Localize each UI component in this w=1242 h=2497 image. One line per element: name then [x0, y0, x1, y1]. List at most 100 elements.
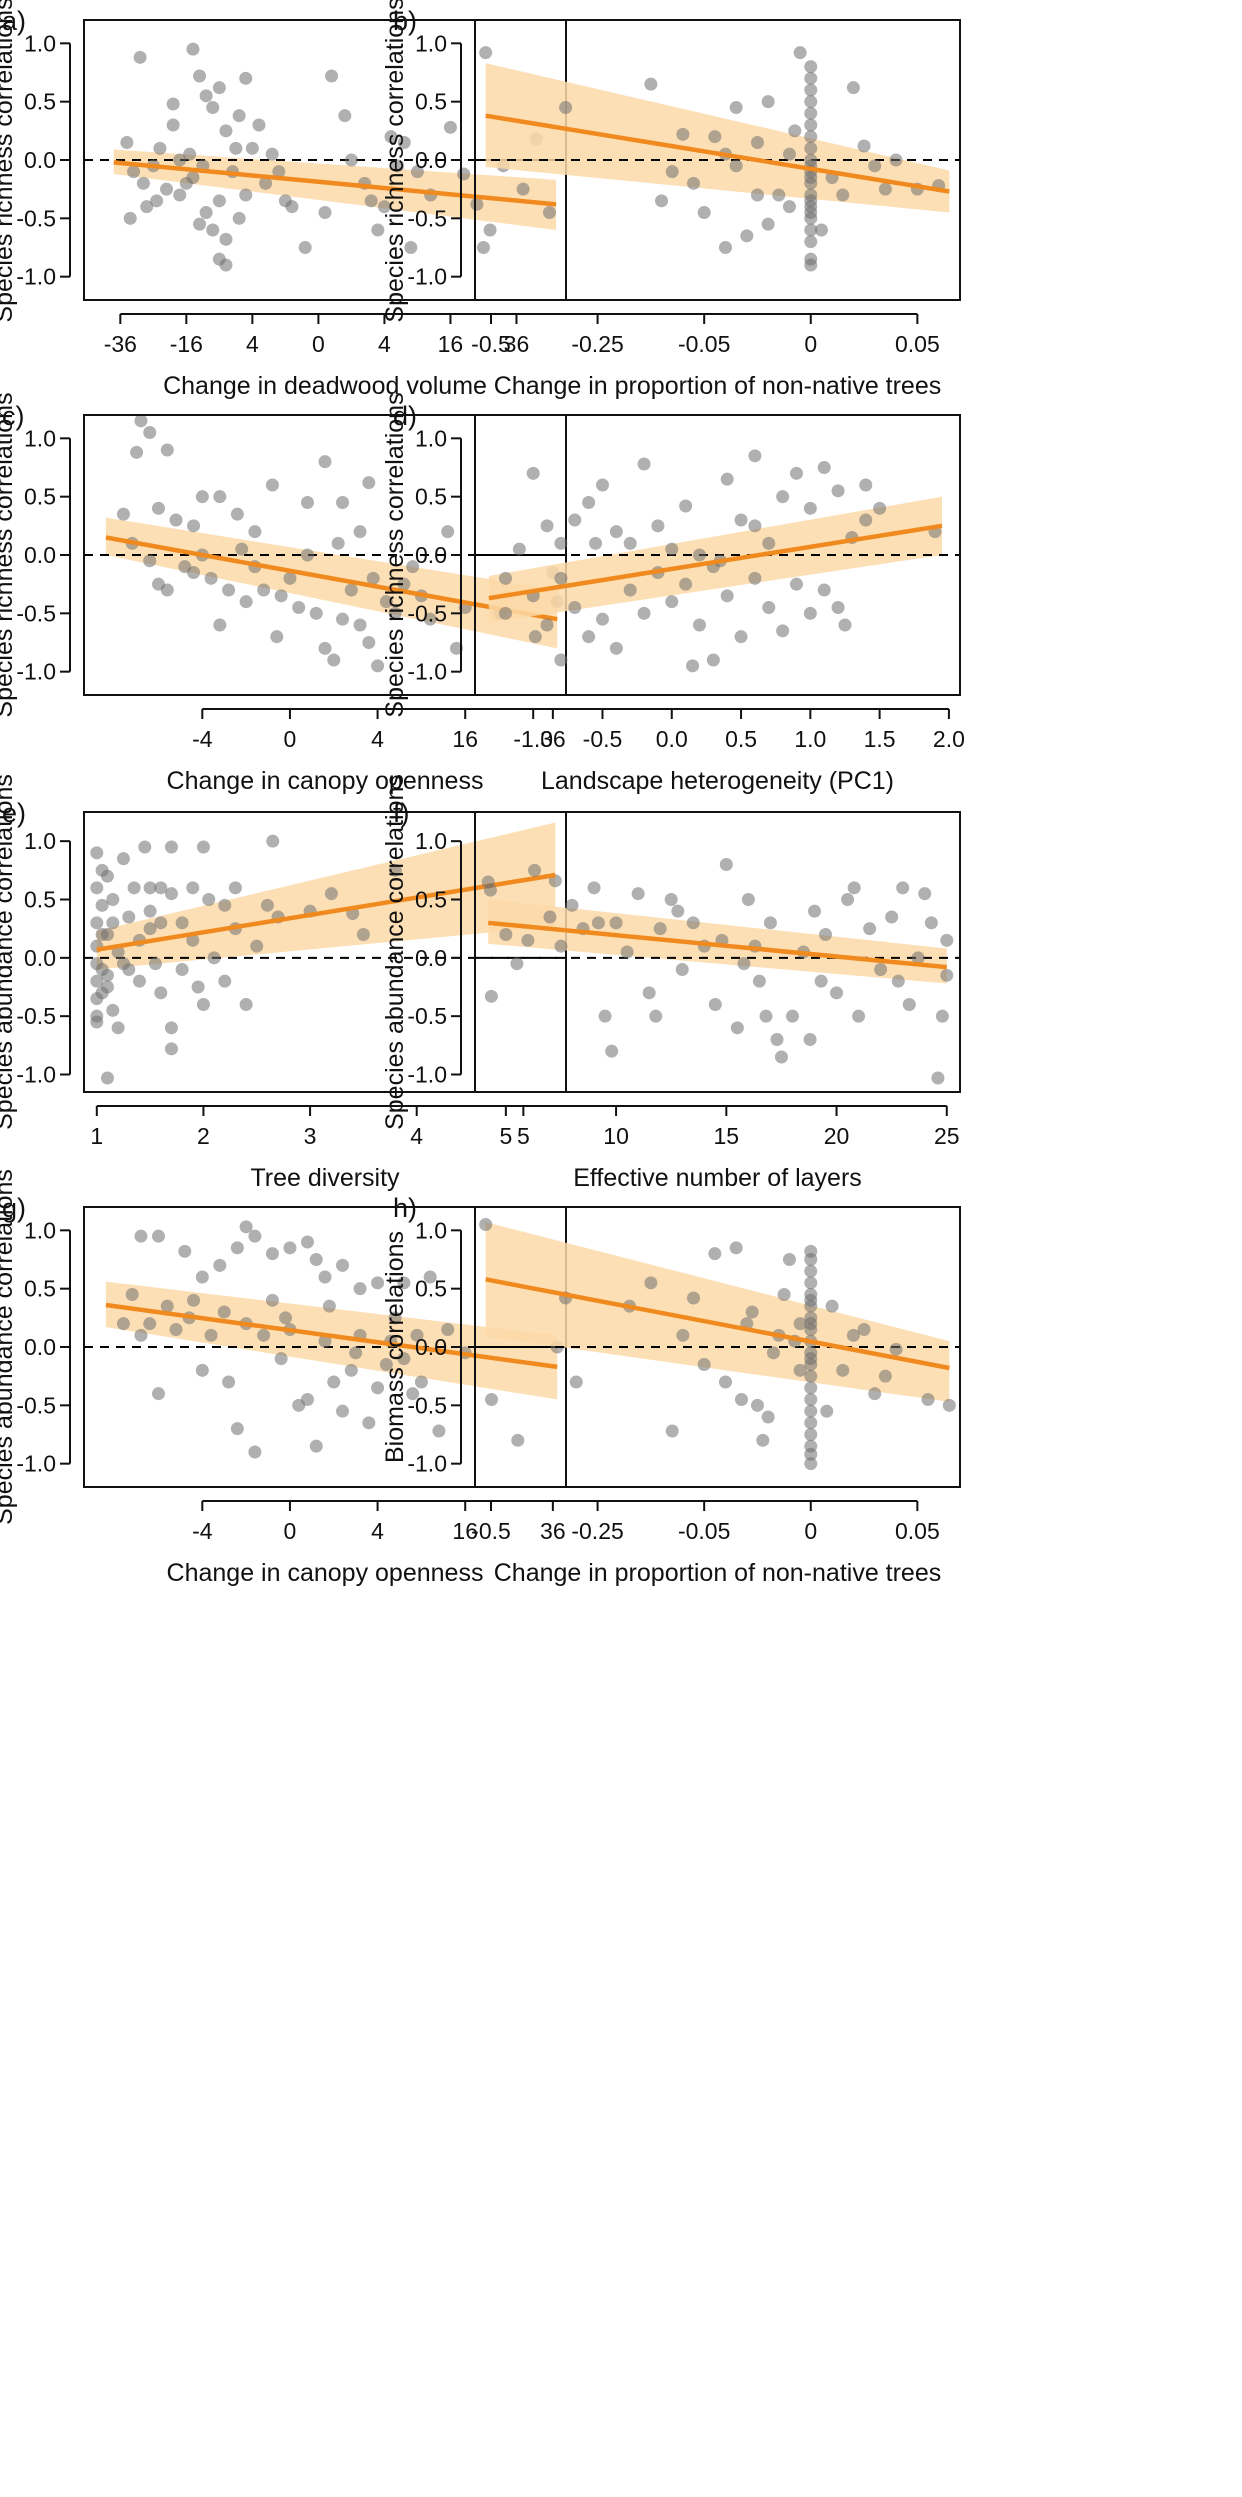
- x-tick-label: 0.5: [725, 726, 757, 752]
- x-tick-label: 5: [499, 1123, 512, 1149]
- y-tick-label: 0.0: [415, 1334, 447, 1360]
- data-point: [730, 1021, 744, 1035]
- panel-label: a): [2, 6, 26, 36]
- y-tick-label: -1.0: [407, 1451, 447, 1477]
- y-tick-label: 0.5: [24, 484, 56, 510]
- data-point: [191, 980, 205, 994]
- y-tick-label: 1.0: [24, 828, 56, 854]
- data-point: [90, 881, 104, 895]
- y-tick-label: 0.0: [24, 945, 56, 971]
- data-point: [808, 904, 821, 918]
- x-tick-label: 36: [540, 1518, 566, 1544]
- plot-frame: [83, 811, 567, 1093]
- data-point: [148, 957, 162, 971]
- data-point: [761, 95, 775, 109]
- regression-line: [96, 872, 556, 952]
- data-point: [582, 496, 596, 509]
- data-point: [140, 200, 154, 214]
- data-point: [230, 1241, 244, 1255]
- x-tick-label: 20: [824, 1123, 850, 1149]
- data-point: [183, 147, 197, 161]
- x-tick-label: -0.5: [471, 1518, 511, 1544]
- data-point: [734, 630, 748, 644]
- data-point: [804, 171, 818, 184]
- data-point: [620, 945, 634, 959]
- data-point: [852, 1009, 866, 1023]
- data-point: [207, 951, 221, 965]
- data-point: [353, 618, 367, 632]
- panel-label: h): [393, 1193, 417, 1223]
- data-point: [169, 513, 183, 527]
- y-tick-label: -0.5: [16, 1003, 56, 1029]
- y-tick-label: -1.0: [16, 264, 56, 290]
- y-tick-label: -0.5: [407, 205, 447, 231]
- data-point: [762, 536, 776, 550]
- data-point: [940, 933, 954, 947]
- x-tick-label: 36: [504, 331, 530, 357]
- data-point: [283, 571, 297, 585]
- panel-d: -1.0 -0.5 0.0 0.5 1.0 1.5 2.0 1.0 0.5 0.0 -0.5 -1.0…: [381, 392, 965, 795]
- data-point: [687, 176, 701, 190]
- data-point: [219, 232, 233, 246]
- data-point: [761, 1410, 775, 1424]
- data-point: [540, 519, 554, 533]
- data-point: [498, 606, 512, 620]
- data-point: [591, 916, 605, 930]
- panel-label: e): [2, 798, 26, 828]
- data-point: [195, 490, 209, 504]
- data-point: [160, 583, 174, 597]
- data-point: [874, 963, 888, 976]
- data-point: [212, 194, 226, 208]
- data-point: [804, 1428, 818, 1441]
- data-point: [300, 1393, 314, 1406]
- data-point: [379, 1358, 393, 1371]
- data-point: [804, 206, 818, 219]
- plot-frame: [474, 19, 961, 301]
- data-point: [623, 583, 637, 597]
- y-tick-label: -1.0: [16, 659, 56, 685]
- data-point: [100, 869, 114, 883]
- data-point: [803, 606, 817, 620]
- data-point: [817, 461, 831, 474]
- data-point: [123, 211, 137, 225]
- y-tick-label: 0.0: [24, 542, 56, 568]
- data-point: [740, 229, 754, 243]
- data-point: [911, 951, 925, 965]
- data-point: [178, 1244, 192, 1258]
- data-point: [819, 928, 833, 941]
- data-point: [397, 1276, 411, 1290]
- y-tick-label: 0.5: [24, 1276, 56, 1302]
- data-point: [410, 1328, 424, 1342]
- data-point: [706, 653, 720, 667]
- data-point: [759, 1009, 773, 1023]
- data-point: [193, 217, 207, 231]
- data-point: [653, 922, 667, 936]
- y-axis-title: Species abundance correlations: [381, 774, 409, 1130]
- data-point: [318, 1334, 332, 1348]
- data-point: [138, 840, 152, 854]
- data-point: [569, 1375, 583, 1389]
- data-point: [559, 101, 573, 114]
- data-point: [804, 1457, 818, 1471]
- data-point: [804, 1317, 818, 1331]
- data-point: [605, 1044, 619, 1058]
- x-tick-label: 0: [804, 331, 817, 357]
- data-point: [239, 71, 253, 85]
- data-point: [193, 69, 207, 83]
- data-point: [187, 566, 201, 579]
- data-point: [336, 1404, 350, 1418]
- data-point: [257, 583, 271, 597]
- data-point: [756, 1433, 770, 1447]
- data-point: [750, 136, 764, 149]
- x-tick-label: 0: [284, 1518, 297, 1544]
- data-point: [353, 1282, 367, 1296]
- data-point: [804, 1253, 818, 1266]
- data-point: [218, 974, 232, 988]
- data-point: [554, 571, 568, 585]
- data-point: [325, 69, 339, 83]
- data-point: [719, 858, 733, 871]
- data-point: [116, 957, 130, 971]
- data-point: [761, 217, 775, 231]
- data-point: [377, 200, 391, 214]
